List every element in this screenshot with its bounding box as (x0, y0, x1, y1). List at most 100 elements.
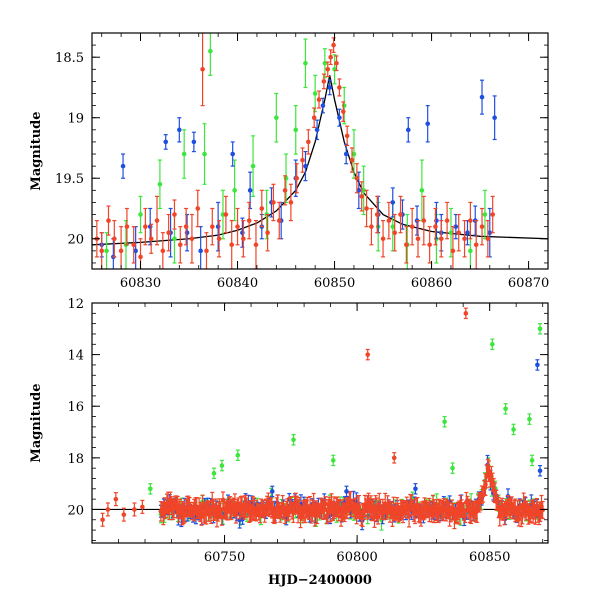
data-point-red (204, 248, 209, 254)
data-point-red (132, 507, 137, 512)
data-point-blue (133, 248, 138, 254)
data-point-green-outlier (511, 427, 516, 432)
data-point-red (386, 218, 392, 223)
data-point-red (216, 236, 222, 242)
data-point-green-outlier (529, 458, 535, 463)
data-point-red (374, 212, 380, 217)
data-point-blue (425, 121, 430, 127)
data-point-green (448, 230, 454, 235)
data-point-green (482, 212, 488, 217)
data-point-red (253, 242, 259, 248)
data-point-blue (230, 151, 235, 157)
data-point-blue (163, 139, 169, 145)
data-point-red (276, 218, 282, 223)
data-point-red (438, 236, 444, 242)
data-point-red (195, 206, 201, 211)
data-point-red (450, 248, 456, 254)
data-point-red (265, 230, 270, 235)
bottom-y-axis-label: Magnitude (29, 383, 44, 462)
bottom-y-tick-label: 12 (67, 297, 84, 312)
data-point-red (479, 224, 485, 229)
data-point-red (409, 224, 415, 229)
bottom-x-tick-label: 60750 (204, 550, 245, 565)
data-point-red (473, 242, 479, 248)
data-point-green (232, 188, 237, 193)
data-point-red (340, 109, 346, 114)
data-point-red (380, 236, 386, 242)
data-point-red (349, 157, 355, 163)
data-point-blue (390, 200, 396, 205)
data-point-green (104, 248, 109, 254)
data-point-green-outlier (219, 463, 225, 468)
data-point-blue-outlier (269, 489, 275, 494)
data-point-red (241, 236, 246, 242)
data-point-red (325, 67, 331, 72)
top-plot-area (92, 33, 548, 269)
data-point-green-outlier (291, 437, 296, 443)
data-point-red (106, 218, 111, 223)
top-y-tick-label: 19.5 (55, 172, 84, 187)
data-point-red (143, 224, 148, 229)
data-point-green (157, 181, 163, 187)
data-point-red (468, 218, 473, 223)
bottom-x-tick-label: 60800 (336, 550, 377, 565)
data-point-blue-outlier (344, 489, 349, 494)
data-point-red (421, 218, 427, 223)
data-point-red (105, 507, 111, 512)
data-point-red (148, 236, 154, 242)
data-point-green-outlier (490, 341, 495, 347)
data-point-blue-outlier (413, 486, 418, 492)
data-point-blue (337, 115, 342, 121)
data-point-green (303, 60, 308, 66)
data-point-red (331, 42, 336, 48)
data-point-green-outlier (503, 406, 508, 412)
data-point-green (468, 248, 473, 254)
data-point-red (166, 230, 171, 235)
bottom-x-axis-label: HJD−2400000 (268, 573, 372, 588)
bottom-y-tick-label: 20 (67, 503, 84, 518)
data-point-green (351, 151, 357, 157)
data-point-green (208, 48, 213, 54)
data-point-red (540, 507, 545, 513)
data-point-blue (240, 230, 245, 235)
data-point-green (138, 212, 143, 217)
top-y-tick-label: 20 (67, 233, 84, 248)
data-point-green (293, 127, 299, 133)
bottom-x-tick-label: 60850 (469, 550, 510, 565)
data-point-red (189, 236, 195, 242)
data-point-red (516, 517, 522, 522)
data-point-red (323, 501, 328, 507)
data-point-red (99, 248, 105, 254)
top-y-tick-label: 18.5 (55, 51, 84, 66)
data-point-red (515, 508, 520, 513)
data-point-red (138, 254, 143, 260)
data-point-red (124, 224, 130, 229)
data-point-red (246, 218, 252, 223)
data-point-green (172, 236, 177, 242)
bottom-y-tick-label: 18 (67, 452, 84, 467)
data-point-red (121, 512, 127, 517)
data-point-green (361, 188, 366, 193)
data-point-green-outlier (450, 465, 455, 471)
data-point-blue (191, 139, 197, 145)
data-point-red (398, 212, 403, 217)
data-point-red (364, 206, 369, 211)
data-point-blue (327, 85, 333, 90)
top-y-tick-label: 19 (67, 112, 84, 127)
data-point-red (415, 236, 421, 242)
data-point-green (312, 91, 318, 96)
data-point-blue (487, 230, 493, 235)
data-point-red (172, 212, 177, 217)
top-x-tick-label: 60850 (314, 276, 355, 291)
data-point-red (131, 242, 137, 248)
data-point-green (274, 115, 279, 121)
data-point-red (223, 212, 229, 217)
data-point-red (259, 206, 265, 211)
data-point-blue (198, 248, 203, 254)
data-point-green-outlier (330, 458, 336, 463)
data-point-red (392, 230, 398, 235)
data-point-blue (247, 188, 253, 193)
data-point-red (160, 248, 166, 254)
data-point-red-outlier (391, 455, 397, 461)
data-point-green (341, 103, 347, 108)
